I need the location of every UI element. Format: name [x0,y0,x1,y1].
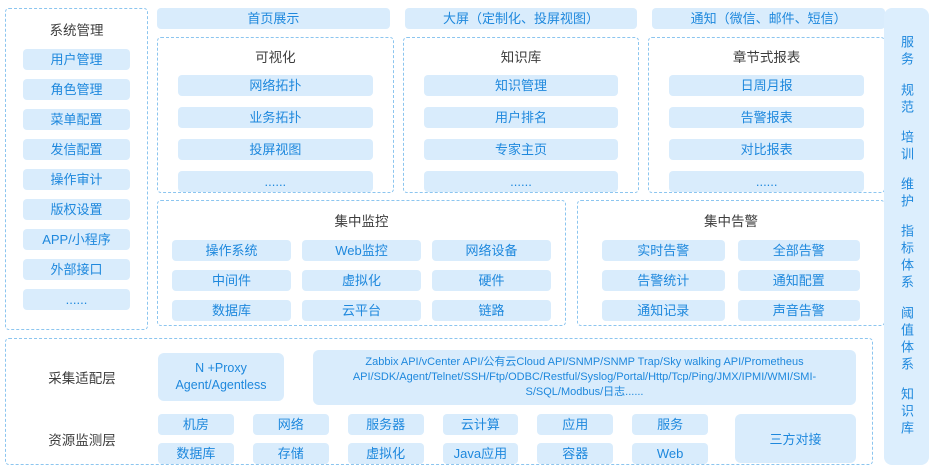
report-items: 日周月报告警报表对比报表...... [669,75,865,192]
resource-layer-row: 资源监测层 机房 网络 服务器 云计算 应用 服务 数据库 存储 虚拟化 Java应用 容器 Web … [6,413,856,464]
main-area: 首页展示 大屏（定制化、投屏视图） 通知（微信、邮件、短信） 可视化 网络拓扑业务拓… [157,8,886,326]
resource-item: 存储 [252,442,329,464]
top-bar: 首页展示 [157,8,390,29]
report-item: ...... [669,171,865,192]
resource-layer-label: 资源监测层 [48,432,116,448]
knowledge-base-title: 知识库 [500,50,542,65]
service-system-item: 维护 [899,177,914,211]
system-management-item: APP/小程序 [23,229,130,250]
visualization-items: 网络拓扑业务拓扑投屏视图...... [178,75,373,192]
system-management-title: 系统管理 [49,23,104,38]
system-management-item: 外部接口 [23,259,130,280]
knowledge-base-item: 知识管理 [423,75,619,96]
resource-item: 虚拟化 [347,442,424,464]
alerting-item: 声音告警 [737,300,860,321]
visualization-title: 可视化 [255,50,296,65]
visualization-item: 业务拓扑 [178,107,373,128]
api-protocols-box: Zabbix API/vCenter API/公有云Cloud API/SNMP… [313,350,856,405]
feature-row: 可视化 网络拓扑业务拓扑投屏视图...... 知识库 知识管理用户排名专家主页.… [157,37,886,193]
resource-item: 数据库 [158,442,234,464]
knowledge-base-item: ...... [423,171,619,192]
monitoring-item: 操作系统 [172,240,291,261]
knowledge-base-item: 专家主页 [423,139,619,160]
monitoring-item: 虚拟化 [302,270,421,291]
service-system-sidebar: 服务规范培训维护指标体系阈值体系知识库 [884,8,929,465]
service-system-item: 指标体系 [899,224,914,293]
central-alerting-panel: 集中告警 实时告警 全部告警 告警统计 通知配置 通知记录 声音告警 [577,200,885,326]
system-management-item: 角色管理 [23,79,130,100]
resource-item: 网络 [252,413,329,435]
monitoring-item: 网络设备 [432,240,551,261]
resource-item: 云计算 [442,413,519,435]
monitoring-item: 中间件 [172,270,291,291]
system-management-items: 用户管理角色管理菜单配置发信配置操作审计版权设置 APP/小程序 外部接口.....… [23,49,130,310]
knowledge-base-items: 知识管理用户排名专家主页...... [423,75,619,192]
alerting-item: 实时告警 [602,240,725,261]
report-item: 日周月报 [669,75,865,96]
monitor-alert-row: 集中监控 操作系统 Web监控 网络设备中间件 虚拟化 硬件数据库 云平台 链路 集中告警 … [157,200,885,326]
resource-item: 容器 [537,442,614,464]
service-system-item: 知识库 [899,386,914,438]
visualization-item: 网络拓扑 [178,75,373,96]
visualization-panel: 可视化 网络拓扑业务拓扑投屏视图...... [157,37,394,193]
resource-item: 应用 [537,413,614,435]
alerting-item: 通知记录 [602,300,725,321]
system-management-item: 发信配置 [23,139,130,160]
alerting-item: 告警统计 [602,270,725,291]
knowledge-base-item: 用户排名 [423,107,619,128]
central-alerting-title: 集中告警 [704,214,758,229]
resource-items: 机房 网络 服务器 云计算 应用 服务数据库 存储 虚拟化 Java应用 容器 Web [158,413,708,464]
system-management-panel: 系统管理 用户管理角色管理菜单配置发信配置操作审计版权设置 APP/小程序 外部接口… [5,8,148,330]
alerting-item: 通知配置 [737,270,860,291]
central-monitoring-panel: 集中监控 操作系统 Web监控 网络设备中间件 虚拟化 硬件数据库 云平台 链路 [157,200,566,326]
service-system-item: 服务 [899,35,914,70]
adapter-layer-row: 采集适配层 N +Proxy Agent/Agentless Zabbix AP… [6,350,856,405]
monitoring-item: 硬件 [432,270,551,291]
service-system-item: 培训 [899,129,914,164]
top-bar: 大屏（定制化、投屏视图） [404,8,638,29]
resource-item: 机房 [158,413,234,435]
system-management-item: 操作审计 [23,169,130,190]
system-management-item: ...... [23,289,130,310]
monitoring-item: 链路 [432,300,551,321]
resource-item: 服务 [632,413,708,435]
knowledge-base-panel: 知识库 知识管理用户排名专家主页...... [402,37,640,193]
bottom-layers-panel: 采集适配层 N +Proxy Agent/Agentless Zabbix AP… [5,338,873,465]
report-title: 章节式报表 [732,50,801,65]
alerting-item: 全部告警 [737,240,860,261]
visualization-item: ...... [178,171,373,192]
service-system-item: 规范 [899,82,914,117]
proxy-agent-box: N +Proxy Agent/Agentless [158,353,284,402]
resource-item: 服务器 [347,413,424,435]
monitoring-item: Web监控 [302,240,421,261]
system-management-item: 用户管理 [23,49,130,70]
visualization-item: 投屏视图 [178,139,373,160]
monitoring-item: 云平台 [302,300,421,321]
report-item: 告警报表 [669,107,865,128]
system-management-item: 版权设置 [23,199,130,220]
top-bar: 通知（微信、邮件、短信） [652,8,886,29]
service-system-item: 阈值体系 [899,305,914,374]
report-panel: 章节式报表 日周月报告警报表对比报表...... [648,37,886,193]
top-bar-row: 首页展示 大屏（定制化、投屏视图） 通知（微信、邮件、短信） [157,8,886,29]
central-monitoring-title: 集中监控 [334,214,389,229]
central-monitoring-items: 操作系统 Web监控 网络设备中间件 虚拟化 硬件数据库 云平台 链路 [172,240,551,321]
resource-item: Web [632,442,708,464]
report-item: 对比报表 [669,139,865,160]
central-alerting-items: 实时告警 全部告警 告警统计 通知配置 通知记录 声音告警 [592,240,870,321]
monitoring-item: 数据库 [172,300,291,321]
system-management-item: 菜单配置 [23,109,130,130]
adapter-layer-label: 采集适配层 [48,371,116,387]
resource-item: Java应用 [442,442,519,464]
third-party-box: 三方对接 [735,414,856,464]
